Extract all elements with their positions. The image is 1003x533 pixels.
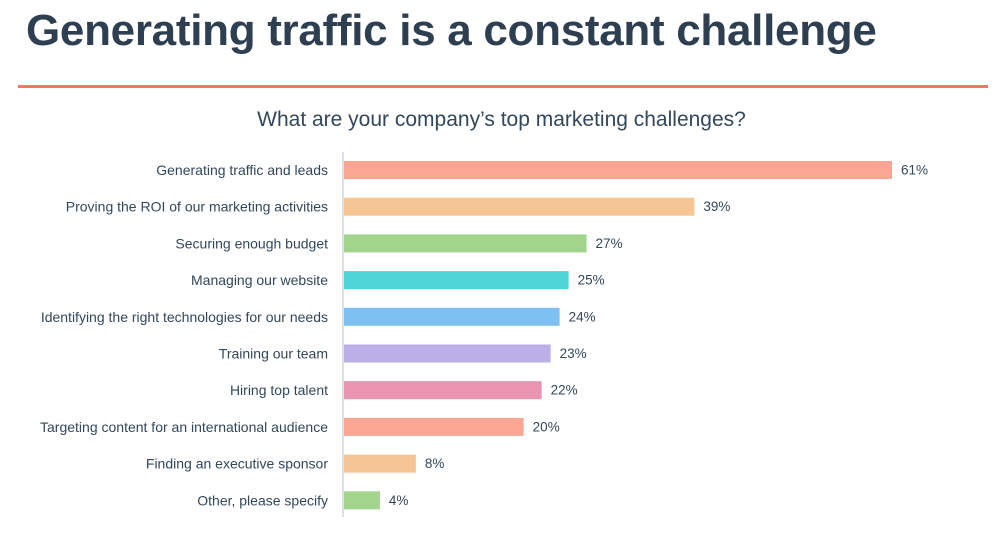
category-label: Generating traffic and leads — [156, 162, 328, 178]
category-label: Managing our website — [191, 272, 328, 288]
value-label: 8% — [425, 456, 445, 471]
bar — [344, 271, 569, 290]
value-label: 20% — [533, 419, 560, 434]
category-label: Hiring top talent — [230, 382, 328, 398]
chart-title: What are your company’s top marketing ch… — [257, 108, 746, 131]
bar — [344, 417, 524, 436]
category-label: Targeting content for an international a… — [40, 419, 328, 435]
value-label: 24% — [569, 309, 596, 324]
value-label: 22% — [551, 383, 578, 398]
value-label: 27% — [596, 236, 623, 251]
category-label: Finding an executive sponsor — [146, 456, 328, 472]
bar — [344, 161, 892, 179]
value-label: 61% — [901, 163, 928, 178]
category-label: Other, please specify — [197, 492, 328, 508]
bar — [344, 344, 551, 363]
bar — [344, 454, 416, 473]
category-label: Identifying the right technologies for o… — [41, 309, 328, 325]
bar — [344, 381, 542, 400]
value-label: 4% — [389, 493, 409, 508]
value-label: 23% — [560, 346, 587, 361]
bar — [344, 234, 587, 253]
bar — [344, 197, 695, 216]
bar — [344, 307, 560, 326]
category-label: Proving the ROI of our marketing activit… — [66, 199, 328, 215]
value-label: 25% — [578, 273, 605, 288]
bars-group: Generating traffic and leads 61% Proving t… — [40, 161, 928, 510]
bar — [344, 491, 380, 510]
title-divider — [18, 85, 988, 88]
category-label: Securing enough budget — [175, 235, 328, 251]
slide-title: Generating traffic is a constant challen… — [26, 6, 877, 55]
value-label: 39% — [703, 199, 730, 214]
category-label: Training our team — [219, 346, 328, 362]
